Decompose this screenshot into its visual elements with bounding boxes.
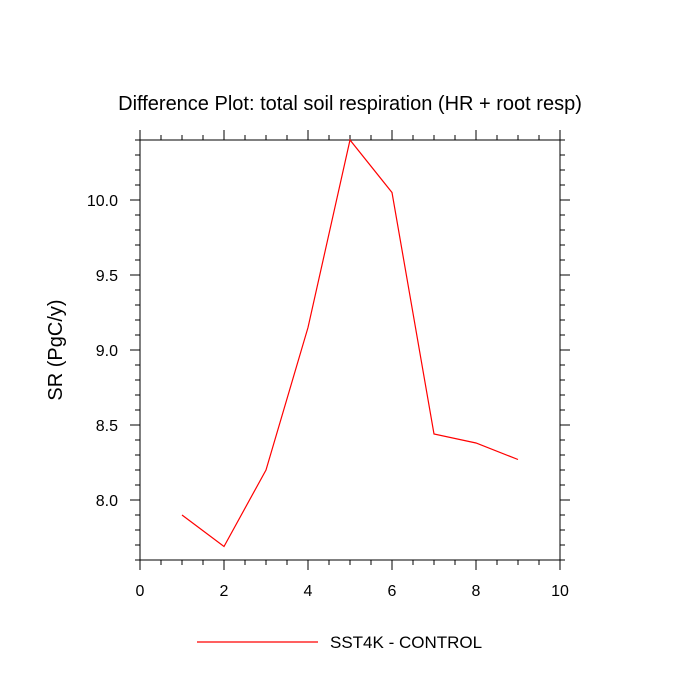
x-tick-label: 4 [304,583,313,600]
y-tick-label: 8.0 [96,493,118,510]
x-tick-label: 8 [472,583,481,600]
x-tick-label: 0 [136,583,145,600]
legend: SST4K - CONTROL [197,633,482,652]
y-axis-label: SR (PgC/y) [45,299,67,400]
x-tick-label: 2 [220,583,229,600]
x-tick-label: 6 [388,583,397,600]
series-line [181,138,519,548]
y-tick-label: 9.0 [96,343,118,360]
y-tick-label: 10.0 [87,193,118,210]
plot-area: 0 2 4 6 8 10 8.0 8.5 9.0 9.5 10.0 [87,130,570,600]
y-tick-label: 8.5 [96,418,118,435]
plot-frame [139,139,561,561]
legend-label: SST4K - CONTROL [330,633,482,652]
chart-title: Difference Plot: total soil respiration … [118,93,582,115]
y-tick-label: 9.5 [96,268,118,285]
x-tick-label: 10 [551,583,569,600]
